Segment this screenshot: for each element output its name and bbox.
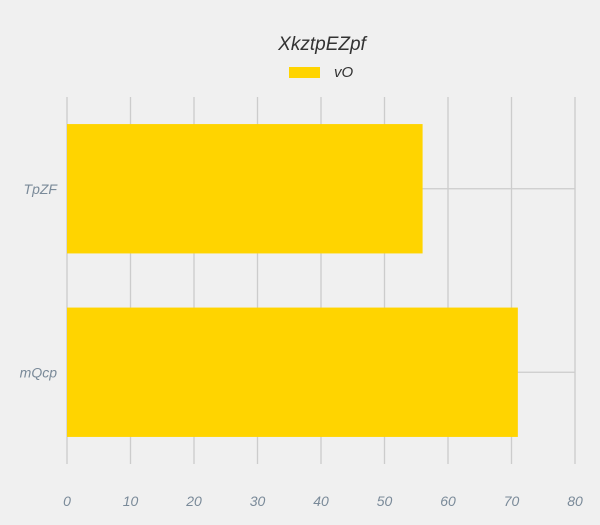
legend-label: vO — [334, 64, 354, 81]
y-tick-label-1: mQcp — [20, 364, 58, 380]
x-tick-label-0: 0 — [63, 493, 71, 509]
bars — [67, 124, 518, 437]
bar-TpZF — [67, 124, 423, 254]
x-axis-tick-labels: 0 10 20 30 40 50 60 70 80 — [63, 493, 583, 509]
y-tick-label-0: TpZF — [24, 181, 59, 197]
x-tick-label-4: 40 — [313, 493, 329, 509]
legend-swatch — [289, 67, 320, 78]
x-tick-label-3: 30 — [250, 493, 266, 509]
x-tick-label-7: 70 — [504, 493, 520, 509]
y-axis-tick-labels: TpZF mQcp — [20, 181, 59, 381]
bar-mQcp — [67, 307, 518, 437]
x-tick-label-1: 10 — [123, 493, 139, 509]
x-tick-label-6: 60 — [440, 493, 456, 509]
x-tick-label-2: 20 — [185, 493, 202, 509]
legend: vO — [289, 64, 354, 81]
x-tick-label-8: 80 — [567, 493, 583, 509]
x-tick-label-5: 50 — [377, 493, 393, 509]
chart-title: XkztpEZpf — [277, 34, 367, 55]
